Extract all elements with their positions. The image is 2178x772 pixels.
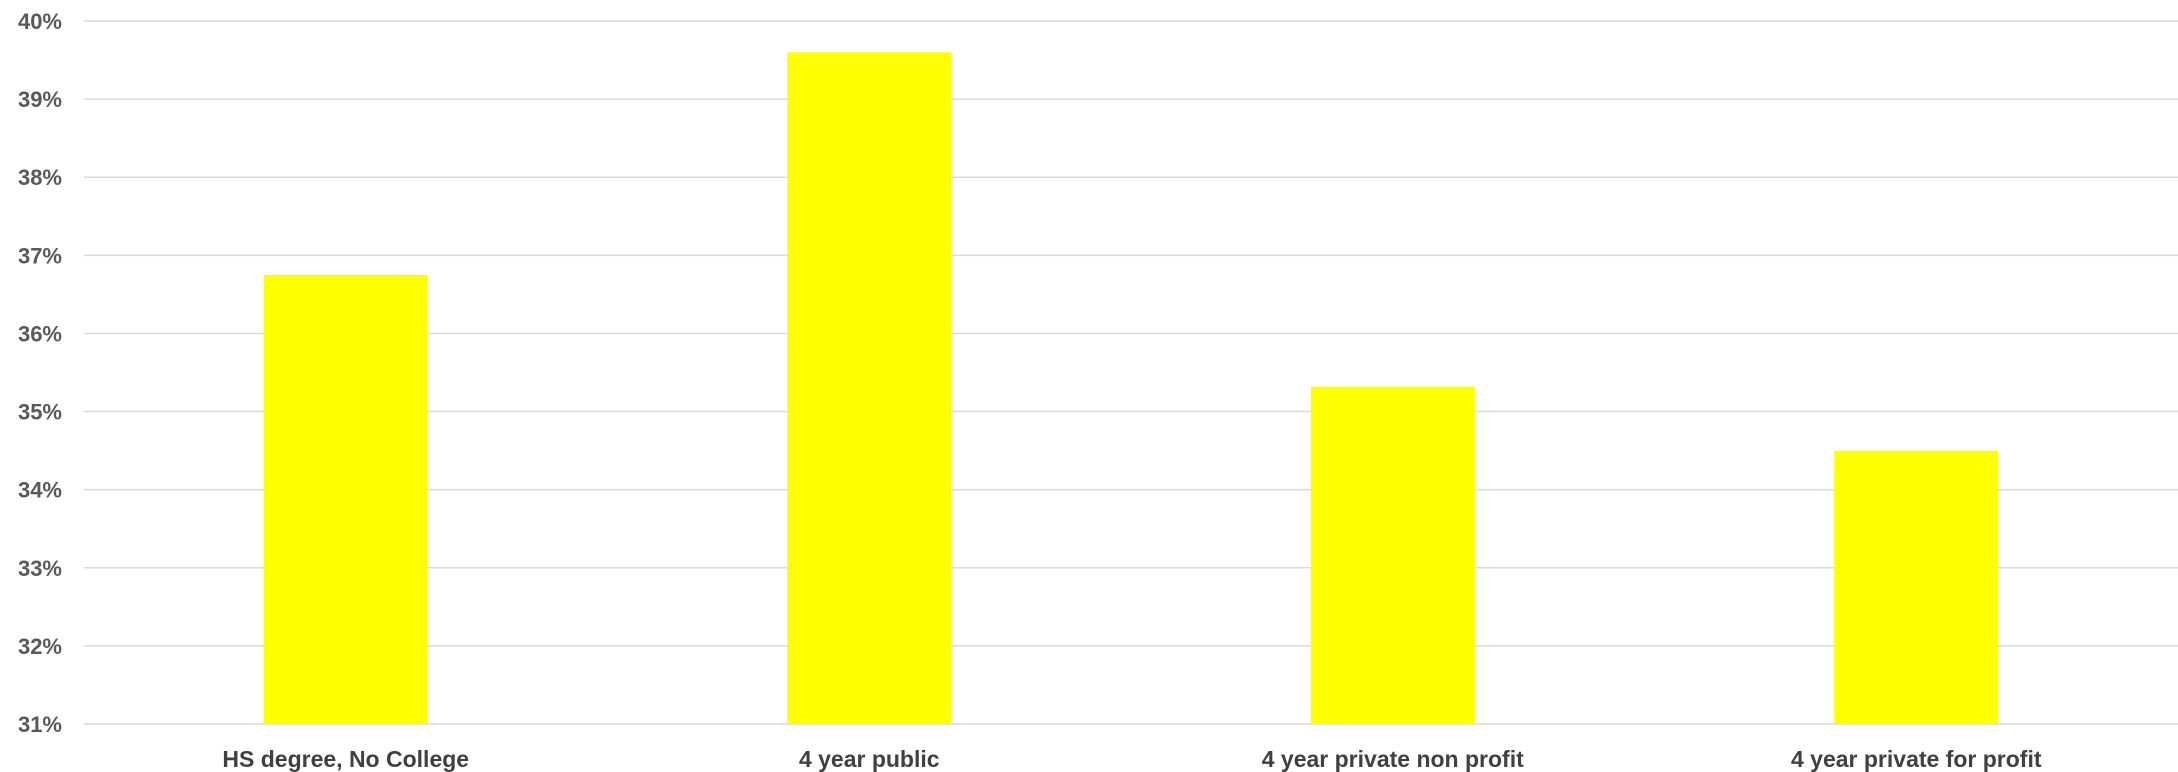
y-tick-label: 36% xyxy=(18,321,62,346)
y-tick-label: 34% xyxy=(18,478,62,503)
x-category-label: 4 year public xyxy=(799,746,940,772)
bar xyxy=(1310,386,1475,724)
y-tick-label: 39% xyxy=(18,87,62,112)
y-tick-label: 31% xyxy=(18,712,62,737)
y-tick-label: 40% xyxy=(18,9,62,34)
bars xyxy=(263,52,1999,724)
bar xyxy=(1834,450,1999,724)
bar xyxy=(263,274,428,724)
gridlines xyxy=(84,20,2178,725)
x-category-label: 4 year private non profit xyxy=(1262,746,1524,772)
x-category-label: 4 year private for profit xyxy=(1791,746,2042,772)
y-tick-label: 37% xyxy=(18,243,62,268)
y-tick-label: 35% xyxy=(18,400,62,425)
y-axis-tick-labels: 31% 32% 33% 34% 35% 36% 37% 38% 39% 40% xyxy=(18,9,62,737)
y-tick-label: 32% xyxy=(18,634,62,659)
x-axis-category-labels: HS degree, No College 4 year public 4 year… xyxy=(222,746,2041,772)
x-category-label: HS degree, No College xyxy=(222,746,469,772)
y-tick-label: 33% xyxy=(18,556,62,581)
y-tick-label: 38% xyxy=(18,165,62,190)
bar xyxy=(787,52,952,724)
